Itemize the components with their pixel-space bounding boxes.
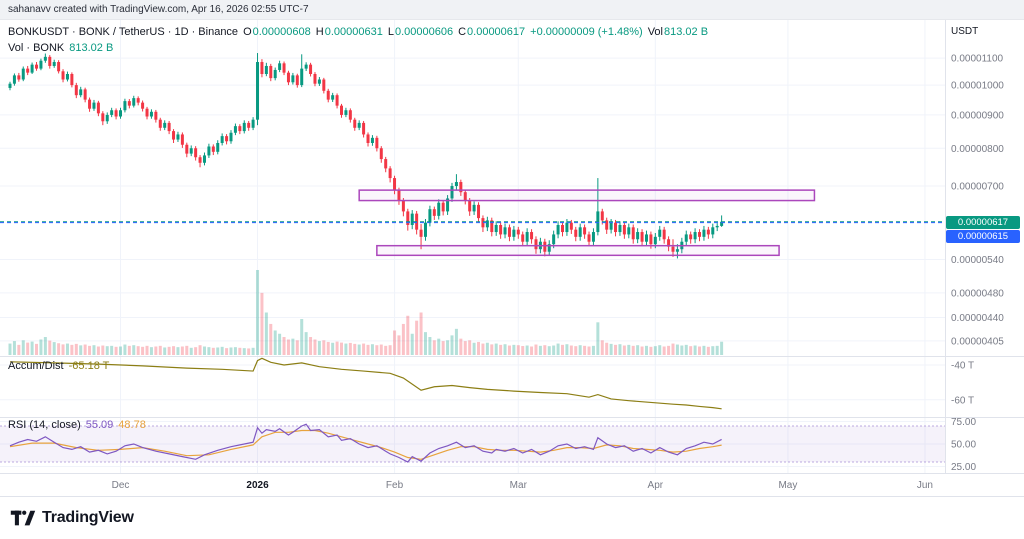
svg-text:0.00000480: 0.00000480 — [951, 288, 1004, 299]
volume-layer — [8, 270, 724, 355]
rsi-band — [0, 425, 945, 463]
rsi-line — [9, 423, 722, 463]
ohlc-high: H 0.00000631 — [316, 26, 383, 38]
svg-text:25.00: 25.00 — [951, 462, 976, 473]
svg-text:0.00000540: 0.00000540 — [951, 255, 1004, 266]
svg-text:0.00000405: 0.00000405 — [951, 336, 1004, 347]
open-label: O — [243, 26, 252, 38]
rsi-ma-value: 48.78 — [118, 419, 146, 431]
low-label: L — [387, 26, 394, 38]
footer-bar: TradingView — [0, 497, 1024, 539]
time-scale[interactable]: Dec 2026 Feb Mar Apr May Jun — [112, 480, 933, 491]
svg-text:Dec: Dec — [112, 480, 130, 491]
price-zone-rectangle[interactable] — [358, 189, 816, 202]
change-value: +0.00000009 (+1.48%) — [530, 26, 643, 38]
high-label: H — [315, 26, 324, 38]
svg-text:0.00000700: 0.00000700 — [951, 182, 1004, 193]
high-value: 0.00000631 — [324, 26, 383, 38]
accum-dist-line — [9, 357, 722, 410]
svg-text:May: May — [778, 480, 797, 491]
ohlc-open: O 0.00000608 — [243, 26, 311, 38]
price-scale[interactable]: USDT 0.00001100 0.00001000 0.00000900 0.0000… — [951, 26, 1004, 473]
volume-value: 813.02 B — [664, 26, 709, 38]
tradingview-logo-icon — [10, 510, 36, 526]
rsi-legend: RSI (14, close) 55.09 48.78 — [8, 419, 146, 431]
attribution-bar: sahanavv created with TradingView.com, A… — [0, 0, 1024, 20]
close-label: C — [458, 26, 467, 38]
symbol-title[interactable]: BONKUSDT · BONK / TetherUS · 1D · Binanc… — [8, 26, 239, 38]
line-price-badge: 0.00000615 — [946, 229, 1020, 243]
svg-text:50.00: 50.00 — [951, 440, 976, 451]
accum-dist-value: -65.18 T — [68, 360, 110, 372]
price-zone-rectangle[interactable] — [376, 244, 780, 257]
svg-text:-40 T: -40 T — [951, 360, 974, 371]
rsi-label[interactable]: RSI (14, close) — [8, 419, 81, 431]
accum-dist-label[interactable]: Accum/Dist — [8, 360, 64, 372]
tradingview-logo-text: TradingView — [42, 509, 134, 526]
svg-text:Apr: Apr — [648, 480, 664, 491]
svg-text:0.00000800: 0.00000800 — [951, 144, 1004, 155]
svg-text:Feb: Feb — [386, 480, 404, 491]
volume-series-value: 813.02 B — [69, 42, 114, 54]
chart-area[interactable]: USDT 0.00001100 0.00001000 0.00000900 0.0000… — [0, 20, 1024, 497]
svg-text:USDT: USDT — [951, 26, 978, 37]
svg-text:Jun: Jun — [917, 480, 933, 491]
volume-label: Vol — [647, 26, 663, 38]
svg-text:0.00000440: 0.00000440 — [951, 313, 1004, 324]
tradingview-logo[interactable]: TradingView — [10, 507, 134, 529]
svg-text:0.00001000: 0.00001000 — [951, 81, 1004, 92]
rsi-value: 55.09 — [85, 419, 114, 431]
svg-text:Mar: Mar — [510, 480, 528, 491]
accum-dist-legend: Accum/Dist -65.18 T — [8, 360, 109, 372]
svg-text:0.00001100: 0.00001100 — [951, 54, 1004, 65]
attribution-text: sahanavv created with TradingView.com, A… — [8, 4, 309, 15]
symbol-legend: BONKUSDT · BONK / TetherUS · 1D · Binanc… — [8, 26, 708, 38]
open-value: 0.00000608 — [252, 26, 311, 38]
volume-header: Vol 813.02 B — [648, 26, 708, 38]
svg-text:2026: 2026 — [246, 480, 269, 491]
ohlc-close: C 0.00000617 — [458, 26, 525, 38]
volume-legend: Vol · BONK 813.02 B — [8, 42, 113, 54]
grid-layer — [0, 20, 945, 473]
svg-text:0.00000900: 0.00000900 — [951, 110, 1004, 121]
main-chart-svg[interactable]: USDT 0.00001100 0.00001000 0.00000900 0.0000… — [0, 20, 1024, 497]
svg-text:-60 T: -60 T — [951, 395, 974, 406]
last-price-badge: 0.00000617 — [946, 215, 1020, 229]
candles-layer — [8, 53, 724, 259]
low-value: 0.00000606 — [394, 26, 454, 38]
close-value: 0.00000617 — [467, 26, 526, 38]
ohlc-low: L 0.00000606 — [388, 26, 453, 38]
svg-text:75.00: 75.00 — [951, 417, 976, 428]
volume-series-label[interactable]: Vol · BONK — [8, 42, 65, 54]
